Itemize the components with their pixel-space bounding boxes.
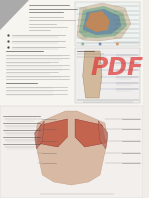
FancyBboxPatch shape xyxy=(0,106,143,198)
Polygon shape xyxy=(37,119,67,147)
Polygon shape xyxy=(83,51,102,98)
FancyBboxPatch shape xyxy=(0,0,143,198)
FancyBboxPatch shape xyxy=(75,48,141,103)
Circle shape xyxy=(81,43,84,46)
Polygon shape xyxy=(98,121,108,149)
Polygon shape xyxy=(85,11,110,32)
Polygon shape xyxy=(35,121,44,149)
Polygon shape xyxy=(83,9,121,35)
FancyBboxPatch shape xyxy=(75,2,141,46)
Polygon shape xyxy=(79,6,127,38)
Text: PDF: PDF xyxy=(91,56,144,80)
Polygon shape xyxy=(75,119,106,147)
Circle shape xyxy=(116,43,119,46)
Polygon shape xyxy=(0,0,29,30)
Polygon shape xyxy=(77,3,131,41)
Polygon shape xyxy=(35,111,108,185)
Circle shape xyxy=(99,43,101,46)
Polygon shape xyxy=(0,0,29,30)
